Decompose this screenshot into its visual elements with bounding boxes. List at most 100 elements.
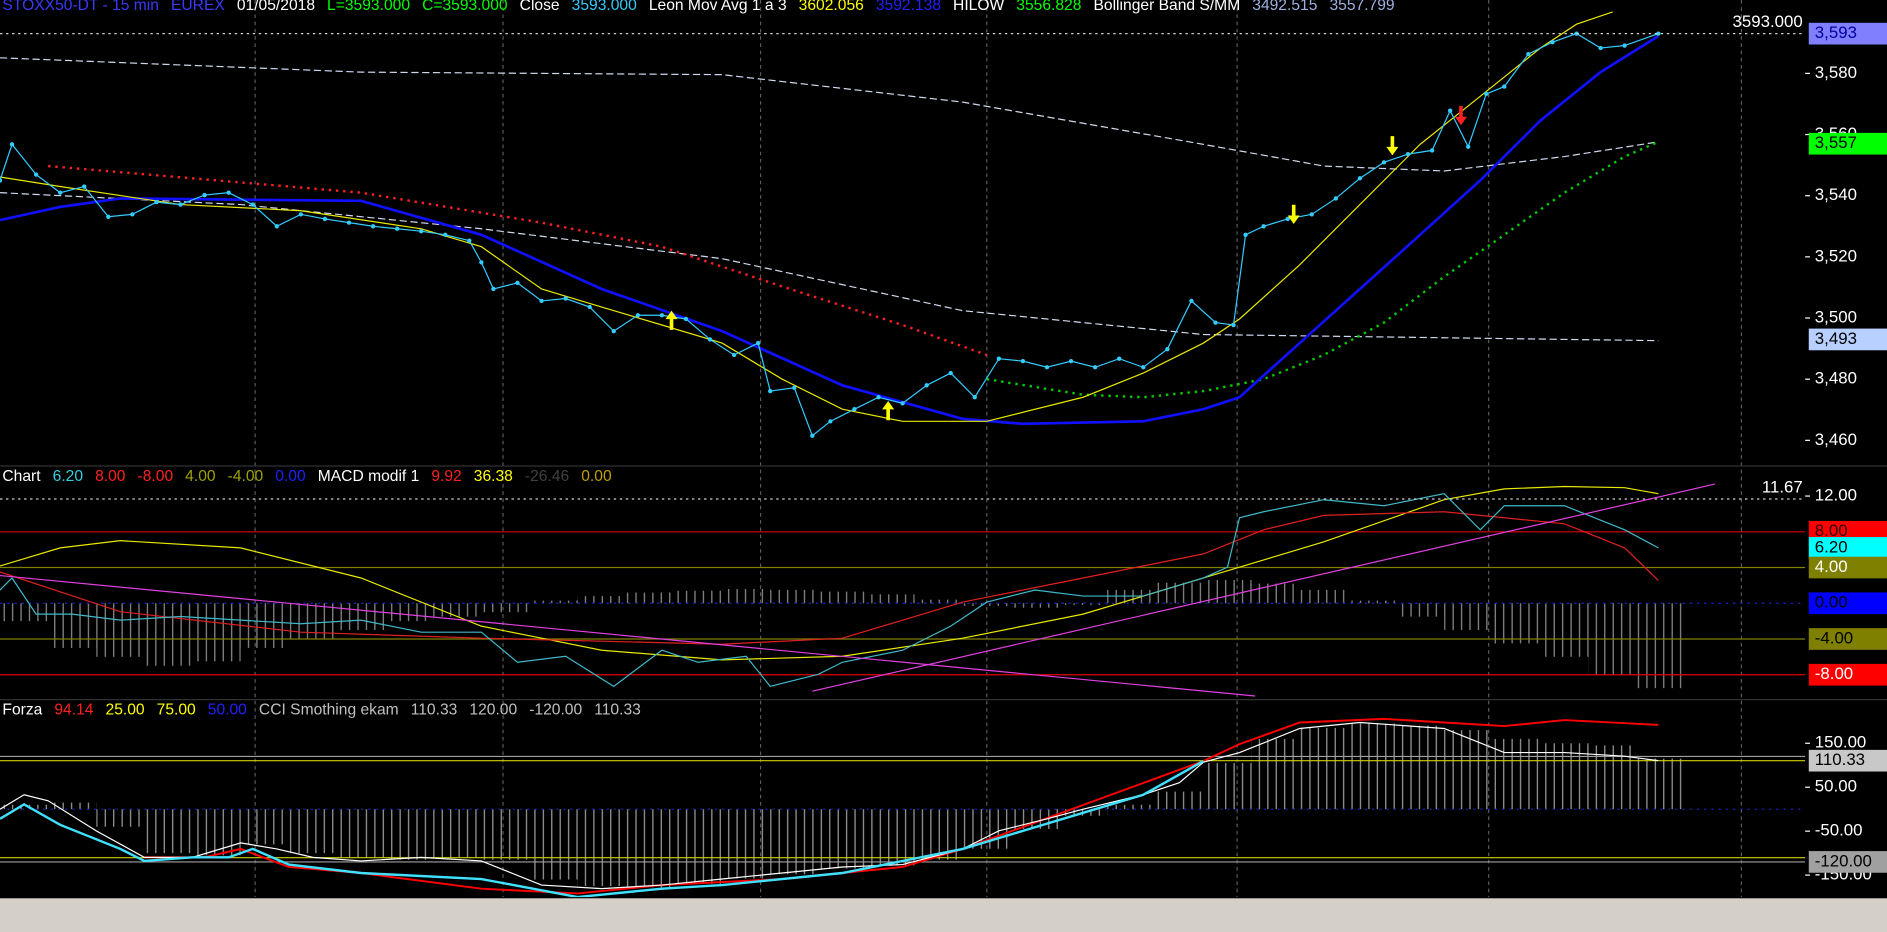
header-item: HILOW bbox=[953, 0, 1004, 14]
panel-header: Chart 6.20 8.00 -8.00 4.00 -4.00 0.00 MACD modi… bbox=[2, 468, 612, 485]
series-marker bbox=[1333, 196, 1338, 201]
histogram-bar bbox=[144, 809, 193, 854]
series-marker bbox=[491, 286, 496, 292]
header-item: 9.92 bbox=[431, 468, 461, 485]
sell-arrow bbox=[1287, 204, 1300, 224]
trend-line bbox=[0, 574, 1256, 697]
level-box bbox=[1808, 851, 1887, 873]
panel-header: STOXX50-DT - 15 min EUREX 01/05/2018 L=3593… bbox=[2, 0, 1394, 14]
header-item: -8.00 bbox=[138, 468, 174, 485]
histogram-bar bbox=[240, 809, 289, 845]
header-item: 6.20 bbox=[53, 468, 84, 485]
last-value-label: 11.67 bbox=[1762, 478, 1803, 497]
y-tick-label: 3,480 bbox=[1815, 369, 1857, 388]
series-marker bbox=[1141, 365, 1146, 370]
header-item: Close bbox=[520, 0, 560, 14]
series-marker bbox=[9, 142, 15, 147]
series-marker bbox=[1092, 365, 1098, 370]
series-marker bbox=[563, 296, 568, 301]
series-marker bbox=[587, 304, 592, 310]
series-marker bbox=[467, 238, 472, 243]
series-marker bbox=[1447, 108, 1453, 113]
level-box-label: 3,593 bbox=[1815, 23, 1857, 42]
series-marker bbox=[58, 190, 63, 195]
histogram-bar bbox=[1636, 758, 1685, 810]
series-marker bbox=[731, 352, 737, 358]
series-line bbox=[0, 511, 1659, 645]
histogram-bar bbox=[192, 809, 241, 856]
level-box bbox=[1808, 537, 1887, 559]
series-marker bbox=[274, 224, 279, 229]
panel bbox=[0, 11, 1661, 438]
series-marker bbox=[1285, 216, 1290, 222]
series-marker bbox=[1189, 298, 1194, 304]
header-item: 25.00 bbox=[106, 702, 145, 719]
histogram-bar bbox=[866, 809, 915, 866]
header-item: CCI Smothing ekam bbox=[259, 702, 399, 719]
series-marker bbox=[394, 226, 400, 231]
histogram-bar bbox=[722, 809, 771, 879]
series-marker bbox=[1020, 358, 1026, 364]
series-marker bbox=[106, 214, 111, 219]
series-marker bbox=[792, 385, 797, 390]
series-marker bbox=[479, 260, 484, 265]
header-item: 3592.138 bbox=[876, 0, 941, 14]
header-item: -4.00 bbox=[228, 468, 264, 485]
histogram-bar bbox=[673, 809, 723, 884]
histogram-bar bbox=[1444, 603, 1493, 631]
header-item: 3492.515 bbox=[1252, 0, 1317, 14]
histogram-bar bbox=[1251, 583, 1300, 604]
series-line bbox=[0, 485, 1659, 661]
histogram-bar bbox=[529, 809, 578, 880]
level-box bbox=[1808, 22, 1887, 45]
panel bbox=[0, 717, 1806, 898]
histogram-bar bbox=[1347, 723, 1396, 810]
header-item: C=3593.000 bbox=[422, 0, 508, 14]
histogram-bar bbox=[481, 809, 530, 860]
level-box-label: 110.33 bbox=[1815, 750, 1865, 769]
histogram-bar bbox=[1203, 763, 1252, 810]
series-marker bbox=[1243, 232, 1248, 238]
header-item: Leon Mov Avg 1 a 3 bbox=[649, 0, 787, 14]
series-marker bbox=[635, 313, 640, 318]
series-marker bbox=[1309, 212, 1314, 217]
panel bbox=[0, 485, 1806, 689]
series-marker bbox=[611, 328, 616, 334]
histogram-bar bbox=[625, 592, 674, 604]
histogram-bar bbox=[914, 599, 963, 604]
histogram-bar bbox=[1155, 582, 1204, 604]
histogram-bar bbox=[1540, 743, 1589, 810]
level-box bbox=[1808, 592, 1887, 615]
series-marker bbox=[900, 401, 905, 406]
series-marker bbox=[370, 224, 376, 229]
header-item: EUREX bbox=[171, 0, 225, 14]
histogram-bar bbox=[433, 603, 482, 617]
histogram-bar bbox=[0, 804, 49, 810]
header-item: 36.38 bbox=[474, 468, 513, 485]
histogram-bar bbox=[1444, 730, 1493, 810]
buy-arrow bbox=[665, 310, 678, 330]
last-value-label: 3593.000 bbox=[1733, 12, 1803, 31]
level-box-label: 4.00 bbox=[1815, 557, 1848, 576]
level-box-label: 3,557 bbox=[1815, 133, 1857, 152]
histogram-bar bbox=[914, 809, 963, 860]
series-marker bbox=[250, 202, 255, 207]
header-item: 01/05/2018 bbox=[237, 0, 315, 14]
series-marker bbox=[1117, 356, 1122, 361]
header-item: -120.00 bbox=[529, 702, 582, 719]
histogram-bar bbox=[48, 603, 97, 648]
series-marker bbox=[130, 212, 135, 217]
histogram-bar bbox=[866, 594, 915, 604]
histogram-bar bbox=[625, 809, 674, 888]
series-marker bbox=[443, 232, 448, 238]
trend-line bbox=[812, 483, 1716, 692]
series-marker bbox=[972, 395, 977, 400]
series-marker bbox=[707, 337, 713, 342]
series-marker bbox=[1405, 151, 1411, 157]
series-marker bbox=[1598, 45, 1603, 51]
histogram-bar bbox=[336, 809, 386, 858]
header-item: 50.00 bbox=[208, 702, 247, 719]
histogram-bar bbox=[1299, 589, 1348, 604]
histogram-bar bbox=[96, 809, 145, 827]
